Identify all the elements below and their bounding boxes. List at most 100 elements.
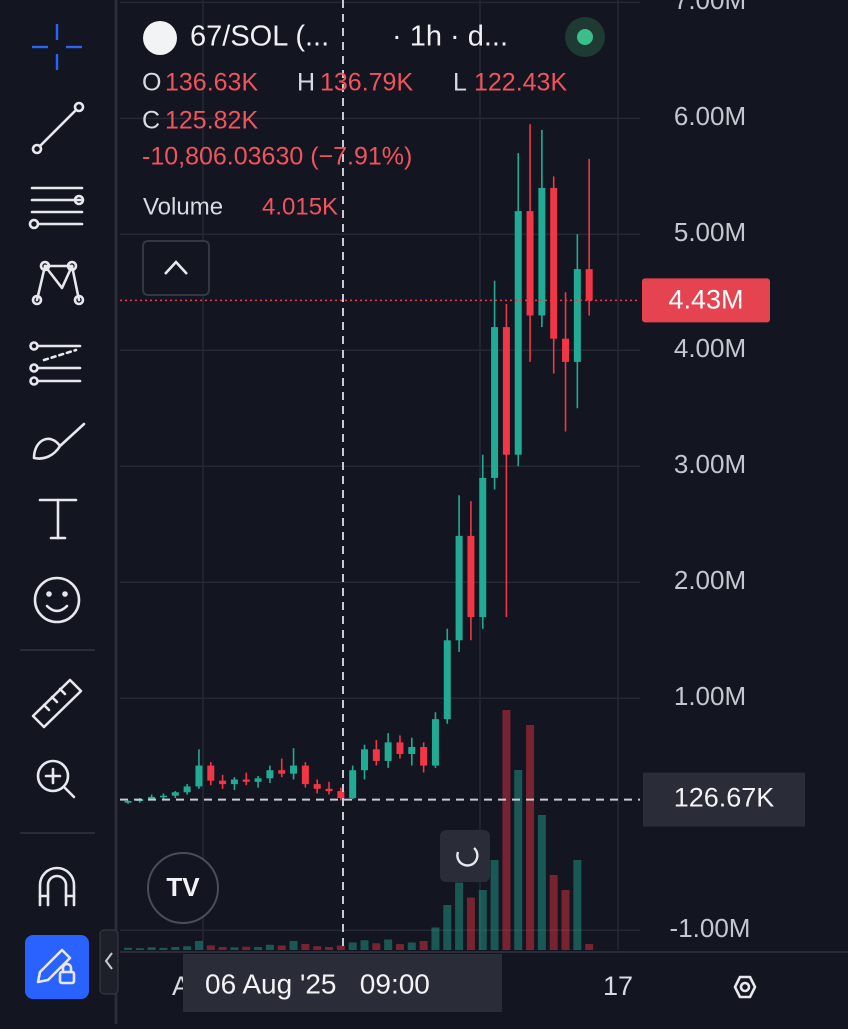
volume-bar <box>171 947 180 950</box>
volume-bar <box>360 940 369 950</box>
crosshair-time-box <box>183 954 502 1012</box>
candle-body <box>502 327 510 455</box>
chevron-up <box>164 260 188 275</box>
ohlc-value: 136.79K <box>320 69 413 97</box>
volume-bar <box>230 947 239 950</box>
candle-body <box>254 778 262 782</box>
lock-drawings-button[interactable] <box>25 935 89 999</box>
candle-body <box>443 640 451 720</box>
crosshair-tool[interactable] <box>32 24 82 70</box>
trend-line-tool[interactable] <box>31 101 85 155</box>
volume-bar <box>325 947 334 950</box>
candle-body <box>455 535 463 641</box>
last-price-box <box>642 278 770 323</box>
ruler-tool[interactable] <box>31 678 83 729</box>
candle-body <box>242 779 250 782</box>
collapse-toolbar[interactable] <box>99 929 119 995</box>
candle-body <box>124 800 132 803</box>
candle-body <box>420 747 428 766</box>
volume-bar <box>265 944 274 950</box>
candle-body <box>573 269 581 362</box>
text-tool[interactable] <box>38 498 78 540</box>
volume-bar <box>395 944 404 950</box>
crosshair-time-label: 06 Aug '25 09:00 <box>205 968 430 999</box>
candle-body <box>550 187 558 339</box>
ohlc-value: 125.82K <box>165 107 258 135</box>
candle-body <box>230 779 238 785</box>
ohlc-value: 122.43K <box>474 69 567 97</box>
ohlc-key: O <box>142 69 161 97</box>
plot-area: 7.00M 6.00M 5.00M 4.00M 3.00M 2.00M 1.00M -1.00… <box>120 0 805 950</box>
tradingview-logo[interactable] <box>147 852 219 924</box>
volume-bar <box>135 948 144 950</box>
ohlc-key: L <box>453 69 467 97</box>
volume-bar <box>124 947 132 950</box>
y-tick-label: 1.00M <box>674 681 746 711</box>
candle-body <box>207 765 215 781</box>
y-tick-label: -1.00M <box>670 913 751 943</box>
ohlc-key: H <box>297 69 315 97</box>
volume-bar <box>289 941 298 950</box>
magnet-tool[interactable] <box>38 866 76 907</box>
volume-bar <box>301 944 310 950</box>
status-dot <box>577 29 593 45</box>
pattern-tool[interactable] <box>31 260 85 306</box>
reset-icon <box>456 847 479 867</box>
volume-bar <box>561 890 570 950</box>
volume-bar <box>313 946 322 950</box>
price-change: -10,806.03630 (−7.91%) <box>142 143 412 171</box>
candle-body <box>538 187 546 316</box>
volume-bar <box>159 947 168 950</box>
candle-body <box>337 791 345 799</box>
volume-bar <box>372 943 381 950</box>
candle-body <box>159 795 167 798</box>
candle-body <box>491 327 499 478</box>
candle-body <box>171 792 179 796</box>
forecast-tool[interactable] <box>29 341 82 386</box>
y-tick-label: 3.00M <box>674 449 746 479</box>
logo-mark: TV <box>166 872 200 902</box>
candle-body <box>514 211 522 455</box>
volume-bar <box>443 905 452 950</box>
candle-body <box>396 742 404 754</box>
volume-bar <box>147 947 156 950</box>
candle-body <box>266 770 274 779</box>
candle-body <box>562 338 570 362</box>
candle-body <box>349 770 357 799</box>
candle-body <box>585 269 593 301</box>
brush-tool[interactable] <box>32 422 86 460</box>
zoom-tool[interactable] <box>36 759 76 799</box>
volume-bar <box>585 943 594 950</box>
volume-bar <box>194 941 203 950</box>
volume-bar <box>573 860 582 950</box>
y-tick-label: 2.00M <box>674 565 746 595</box>
time-label: 17 <box>603 971 633 1001</box>
candle-body <box>431 719 439 766</box>
candle-body <box>148 796 156 800</box>
ohlc-legend: O 136.63K H 136.79K L 122.43K C 125.82K … <box>142 69 567 221</box>
volume-bar <box>348 942 357 950</box>
symbol-name[interactable]: 67/SOL (... <box>190 21 329 53</box>
settings-button[interactable] <box>733 975 757 999</box>
volume-bar <box>407 942 416 950</box>
candle-body <box>325 788 333 792</box>
candle-body <box>219 780 227 785</box>
volume-bar <box>206 945 215 950</box>
fib-tool[interactable] <box>28 186 85 230</box>
crosshair-price-box <box>643 772 805 827</box>
emoji-tool[interactable] <box>33 576 81 624</box>
reset-button[interactable] <box>440 830 490 882</box>
interval[interactable]: · 1h · d... <box>392 21 508 53</box>
volume-bar <box>478 890 487 950</box>
volume-key: Volume <box>143 193 223 220</box>
volume-bar <box>431 927 440 950</box>
y-tick-label: 6.00M <box>674 101 746 131</box>
volume-bar <box>549 875 558 950</box>
volume-bar <box>466 897 475 950</box>
collapse-legend-button[interactable] <box>142 240 210 296</box>
volume-bar <box>490 860 499 950</box>
volume-bar <box>514 770 523 950</box>
candle-body <box>479 477 487 618</box>
ohlc-value: 136.63K <box>165 69 258 97</box>
